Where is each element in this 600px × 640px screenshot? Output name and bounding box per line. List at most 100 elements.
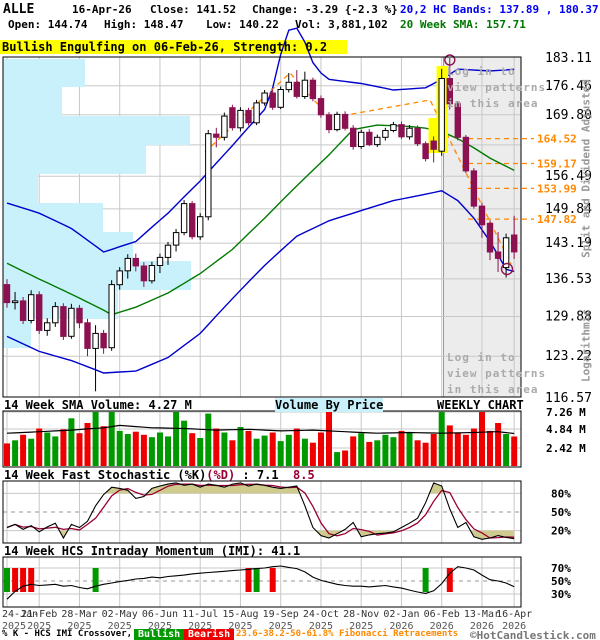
imi-axis-label: 50%: [551, 575, 571, 588]
volume-bar: [398, 430, 405, 466]
date-axis-label: 06-Jun: [142, 609, 178, 620]
year-axis-label: 2026: [502, 621, 526, 632]
candle-body: [478, 205, 486, 226]
date-axis-label: 02-Jan: [383, 609, 419, 620]
candle-body: [100, 332, 107, 349]
volume-bar: [44, 432, 51, 466]
candle-body: [390, 124, 397, 131]
candle-body: [253, 102, 260, 124]
candle-body: [140, 265, 148, 282]
volume-bar: [382, 434, 389, 466]
date-axis-label: 24-Jan: [2, 609, 38, 620]
fibonacci-legend-label: 23.6-38.2-50-61.8% Fibonacci Retracement…: [236, 629, 459, 639]
volume-bar: [293, 428, 300, 466]
imi-label: 14 Week HCS Intraday Momentum (IMI): 41.…: [4, 544, 301, 558]
volume-bar: [390, 437, 397, 466]
ticker-symbol: ALLE: [3, 2, 35, 17]
date-axis-label: 11-Jul: [182, 609, 218, 620]
candle-body: [221, 115, 228, 138]
price-axis-label: 169.80: [545, 108, 592, 123]
candle-body: [309, 79, 317, 100]
candle-body: [237, 109, 244, 129]
candle-body: [205, 133, 212, 218]
candle-body: [261, 92, 268, 104]
login-line[interactable]: view patterns: [447, 81, 547, 94]
volume-bar: [140, 434, 147, 466]
candle-body: [398, 124, 405, 138]
candle-body: [486, 222, 494, 253]
candle-body: [374, 136, 381, 146]
login-line[interactable]: view patterns: [447, 367, 547, 380]
bearish-legend-badge: Bearish: [184, 629, 235, 640]
volume-by-price-bar: [3, 116, 190, 145]
candle-body: [156, 256, 164, 266]
imi-signal-bar: [12, 568, 19, 592]
date-axis-label: 13-Mar: [464, 609, 500, 620]
volume-bar: [366, 441, 373, 466]
candle-body: [317, 98, 325, 116]
year-axis-label: 2025: [148, 621, 172, 632]
volume-bar: [20, 434, 27, 466]
imi-panel-border: [2, 556, 522, 608]
candle-body: [269, 92, 276, 108]
volume-bar: [406, 432, 413, 466]
volume-axis-label: 4.84 M: [546, 423, 586, 436]
candle-body: [430, 140, 437, 150]
candle-body: [180, 203, 188, 234]
login-line[interactable]: in this area: [447, 383, 539, 396]
imi-axis-label: 70%: [551, 562, 571, 575]
bullish-legend-badge: Bullish: [134, 629, 185, 640]
candle-body: [350, 127, 357, 147]
volume-bar: [446, 425, 453, 466]
candle-body: [68, 307, 75, 337]
year-axis-label: 2025: [309, 621, 333, 632]
fib-level-label: 147.82: [537, 213, 577, 226]
stochastic-k-value: 7.1: [256, 468, 279, 482]
login-line[interactable]: in this area: [447, 97, 539, 110]
stochastic-sep: :: [235, 468, 257, 482]
stoch-axis-label: 80%: [551, 487, 571, 500]
candle-body: [213, 133, 220, 138]
fib-level-label: 159.17: [537, 157, 577, 170]
volume-bar: [132, 431, 139, 466]
candle-body: [301, 79, 309, 97]
volume-bar: [76, 433, 83, 466]
candle-body: [11, 300, 19, 304]
year-axis-label: 2025: [67, 621, 91, 632]
login-line[interactable]: Log in to: [447, 65, 516, 78]
fib-level-label: 153.99: [537, 182, 577, 195]
stoch-shade: [104, 487, 131, 494]
price-axis-label: 136.53: [545, 272, 592, 287]
volume-bar: [454, 432, 461, 466]
login-prompt-top[interactable]: Log in to view patterns in this area: [447, 64, 546, 112]
candle-body: [108, 284, 115, 349]
volume-axis-label: 7.26 M: [546, 406, 586, 419]
sma-value: 20 Week SMA: 157.71: [400, 18, 526, 31]
date-axis-label: 28-Mar: [61, 609, 97, 620]
candle-body: [358, 131, 365, 148]
volume-bar: [285, 434, 292, 466]
year-axis-label: 2025: [349, 621, 373, 632]
date-axis-label: 02-May: [102, 609, 138, 620]
imi-signal-bar: [4, 568, 10, 592]
price-axis-label: 123.22: [545, 349, 592, 364]
volume-sma-label: 14 Week SMA Volume: 4.27 M: [4, 398, 192, 412]
volume-bar: [157, 432, 163, 466]
year-axis-label: 2026: [389, 621, 413, 632]
candle-body: [76, 307, 83, 324]
upper-band-line: [6, 27, 515, 253]
candle-body: [325, 114, 333, 131]
candle-body: [116, 270, 123, 286]
volume-bar: [487, 430, 493, 466]
volume-value: Vol: 3,881,102: [295, 18, 388, 31]
login-line[interactable]: Log in to: [447, 351, 516, 364]
login-prompt-bottom[interactable]: Log in to view patterns in this area: [447, 350, 546, 398]
price-axis-label: 176.46: [545, 79, 592, 94]
candle-body: [132, 257, 140, 267]
volume-bar: [414, 440, 421, 466]
candle-body: [28, 294, 35, 322]
candle-body: [245, 109, 252, 124]
date-axis-label: 21-Feb: [21, 609, 57, 620]
